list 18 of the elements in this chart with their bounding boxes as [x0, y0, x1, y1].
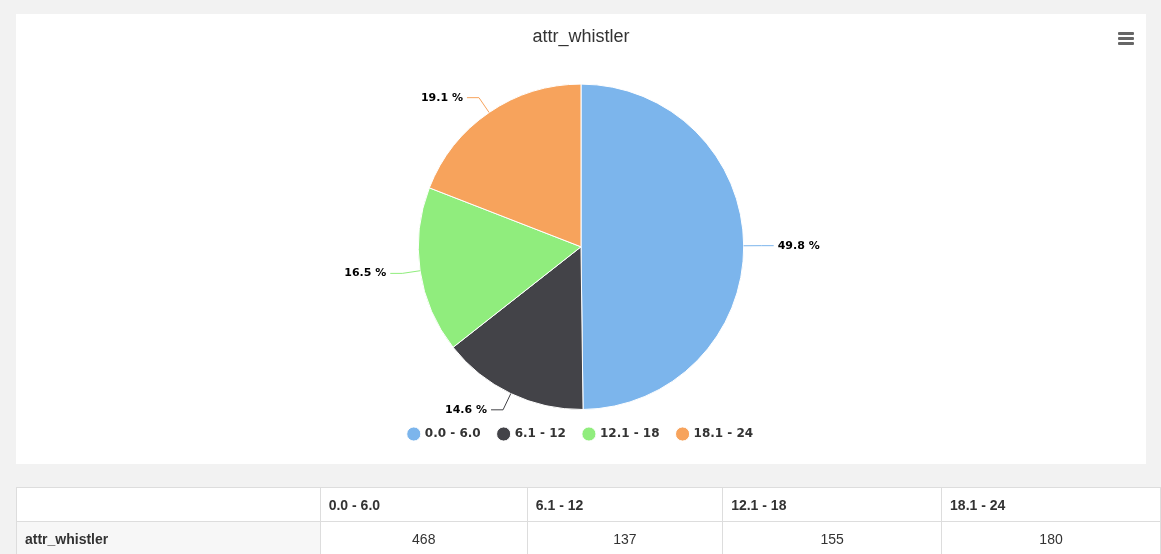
category-label: 0.0 - 6.0: [328, 496, 381, 513]
category-label: 12.1 - 18: [731, 496, 787, 513]
category-label: 18.1 - 24: [950, 496, 1006, 513]
data-label: 49.8 %: [777, 238, 820, 252]
data-label: 19.1 %: [420, 90, 463, 104]
category-label: 6.1 - 12: [535, 496, 584, 513]
text: 137: [527, 521, 723, 554]
slice-label: attr_whistler: [16, 521, 321, 554]
text: 155: [722, 521, 942, 554]
text: 180: [941, 521, 1161, 554]
legend-label: 18.1 - 24: [693, 426, 754, 441]
data-label: 16.5 %: [344, 266, 387, 280]
chart-title: attr_whistler: [532, 25, 630, 47]
text: 468: [320, 521, 528, 554]
legend-label: 0.0 - 6.0: [424, 426, 481, 441]
data-label: 14.6 %: [445, 402, 488, 416]
legend-label: 6.1 - 12: [514, 426, 566, 441]
legend-label: 12.1 - 18: [599, 426, 660, 441]
